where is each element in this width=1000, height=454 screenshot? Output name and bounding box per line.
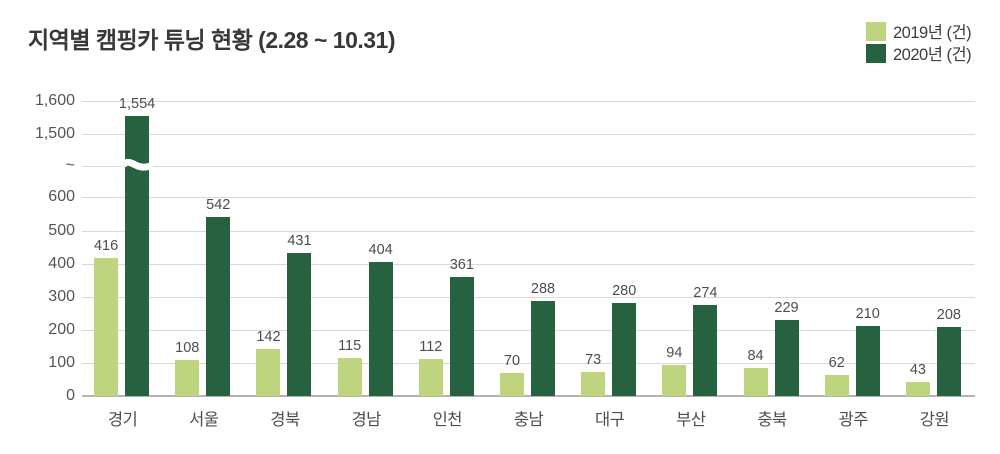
- bar-2020-충남: [531, 300, 555, 396]
- legend-label-2020: 2020년 (건): [893, 46, 972, 64]
- y-axis-tick-label: 1,500: [34, 125, 75, 143]
- y-axis-break-label: ~: [65, 157, 75, 174]
- y-axis-tick-label: 200: [48, 320, 75, 338]
- gridline: [82, 362, 975, 364]
- x-axis-label-경남: 경남: [351, 411, 381, 429]
- x-axis-label-충북: 충북: [757, 411, 787, 429]
- bar-2020-부산: [693, 305, 718, 396]
- bar-2020-서울: [206, 216, 231, 396]
- bar-value-label: 416: [93, 238, 119, 255]
- bar-2019-경기: [94, 258, 119, 396]
- bar-value-label: 280: [612, 283, 637, 300]
- bar-2019-서울: [175, 360, 200, 396]
- bar-value-label: 288: [530, 280, 556, 297]
- bar-2020-충북: [774, 320, 799, 396]
- bar-2020-경남: [368, 262, 393, 396]
- bar-value-label: 112: [419, 338, 443, 355]
- bar-2019-충남: [500, 372, 524, 396]
- bar-value-label: 361: [449, 256, 474, 273]
- y-axis-tick-label: 100: [48, 353, 75, 371]
- legend-item-2019: 2019년 (건): [866, 20, 972, 42]
- gridline: [82, 134, 975, 136]
- bar-value-label: 94: [666, 344, 683, 361]
- gridline: [82, 263, 975, 265]
- x-axis-label-인천: 인천: [432, 411, 463, 429]
- bar-2020-대구: [612, 303, 637, 396]
- bar-value-label: 404: [368, 242, 393, 259]
- legend-item-2020: 2020년 (건): [866, 42, 972, 64]
- y-axis-tick-label: 600: [48, 188, 75, 206]
- bar-2019-경북: [256, 348, 281, 396]
- bar-value-label: 208: [936, 307, 961, 324]
- x-axis-label-충남: 충남: [513, 411, 544, 429]
- y-axis-tick-label: 0: [66, 387, 75, 404]
- bar-2020-광주: [855, 326, 880, 396]
- bar-value-label: 115: [338, 337, 362, 354]
- bar-2019-인천: [418, 358, 443, 396]
- gridline: [82, 329, 975, 331]
- y-axis-tick-label: 500: [48, 221, 75, 239]
- bar-value-label: 84: [747, 348, 764, 365]
- legend-swatch-2019-icon: [866, 21, 886, 41]
- legend-label-2019: 2019년 (건): [893, 24, 972, 42]
- bar-2020-경북: [287, 253, 312, 396]
- bar-value-label: 142: [256, 328, 281, 345]
- bar-value-label: 43: [909, 361, 926, 378]
- bar-value-label: 108: [175, 340, 200, 357]
- bar-2019-대구: [581, 371, 606, 396]
- bar-value-label: 542: [206, 196, 231, 213]
- x-axis-label-광주: 광주: [838, 411, 869, 429]
- y-axis-tick-label: 1,600: [34, 92, 75, 110]
- gridline-axis-break: [82, 166, 975, 167]
- y-axis-tick-label: 400: [48, 254, 75, 272]
- bar-2019-부산: [662, 364, 687, 396]
- legend-swatch-2020-icon: [866, 43, 886, 63]
- bar-value-label: 229: [774, 300, 799, 317]
- bar-value-label: 210: [855, 306, 880, 323]
- bar-value-label: 73: [585, 351, 602, 368]
- x-axis-label-경기: 경기: [107, 411, 138, 429]
- x-axis-label-강원: 강원: [919, 411, 950, 429]
- gridline: [82, 296, 975, 298]
- bar-value-label: 70: [503, 352, 521, 369]
- gridline: [82, 197, 975, 199]
- x-axis-label-대구: 대구: [594, 411, 625, 429]
- bar-2019-강원: [905, 381, 930, 396]
- x-axis-line: [82, 395, 975, 397]
- bar-2019-경남: [337, 357, 362, 396]
- bar-2019-충북: [743, 368, 768, 396]
- bar-2019-광주: [824, 375, 849, 396]
- bar-value-label: 62: [828, 355, 845, 372]
- gridline: [82, 101, 975, 103]
- y-axis-tick-label: 300: [48, 287, 75, 305]
- bar-2020-강원: [936, 327, 961, 396]
- legend: 2019년 (건) 2020년 (건): [866, 20, 972, 64]
- x-axis-label-경북: 경북: [270, 411, 300, 429]
- bar-2020-인천: [449, 276, 474, 396]
- bar-value-label: 274: [693, 285, 718, 302]
- x-axis-label-서울: 서울: [189, 411, 219, 429]
- gridline: [82, 230, 975, 232]
- bar-value-label: 1,554: [118, 96, 156, 113]
- bar-value-label: 431: [287, 233, 312, 250]
- chart-title: 지역별 캠핑카 튜닝 현황 (2.28 ~ 10.31): [28, 27, 396, 53]
- x-axis-label-부산: 부산: [676, 411, 706, 429]
- axis-break-squiggle-icon: [120, 156, 154, 176]
